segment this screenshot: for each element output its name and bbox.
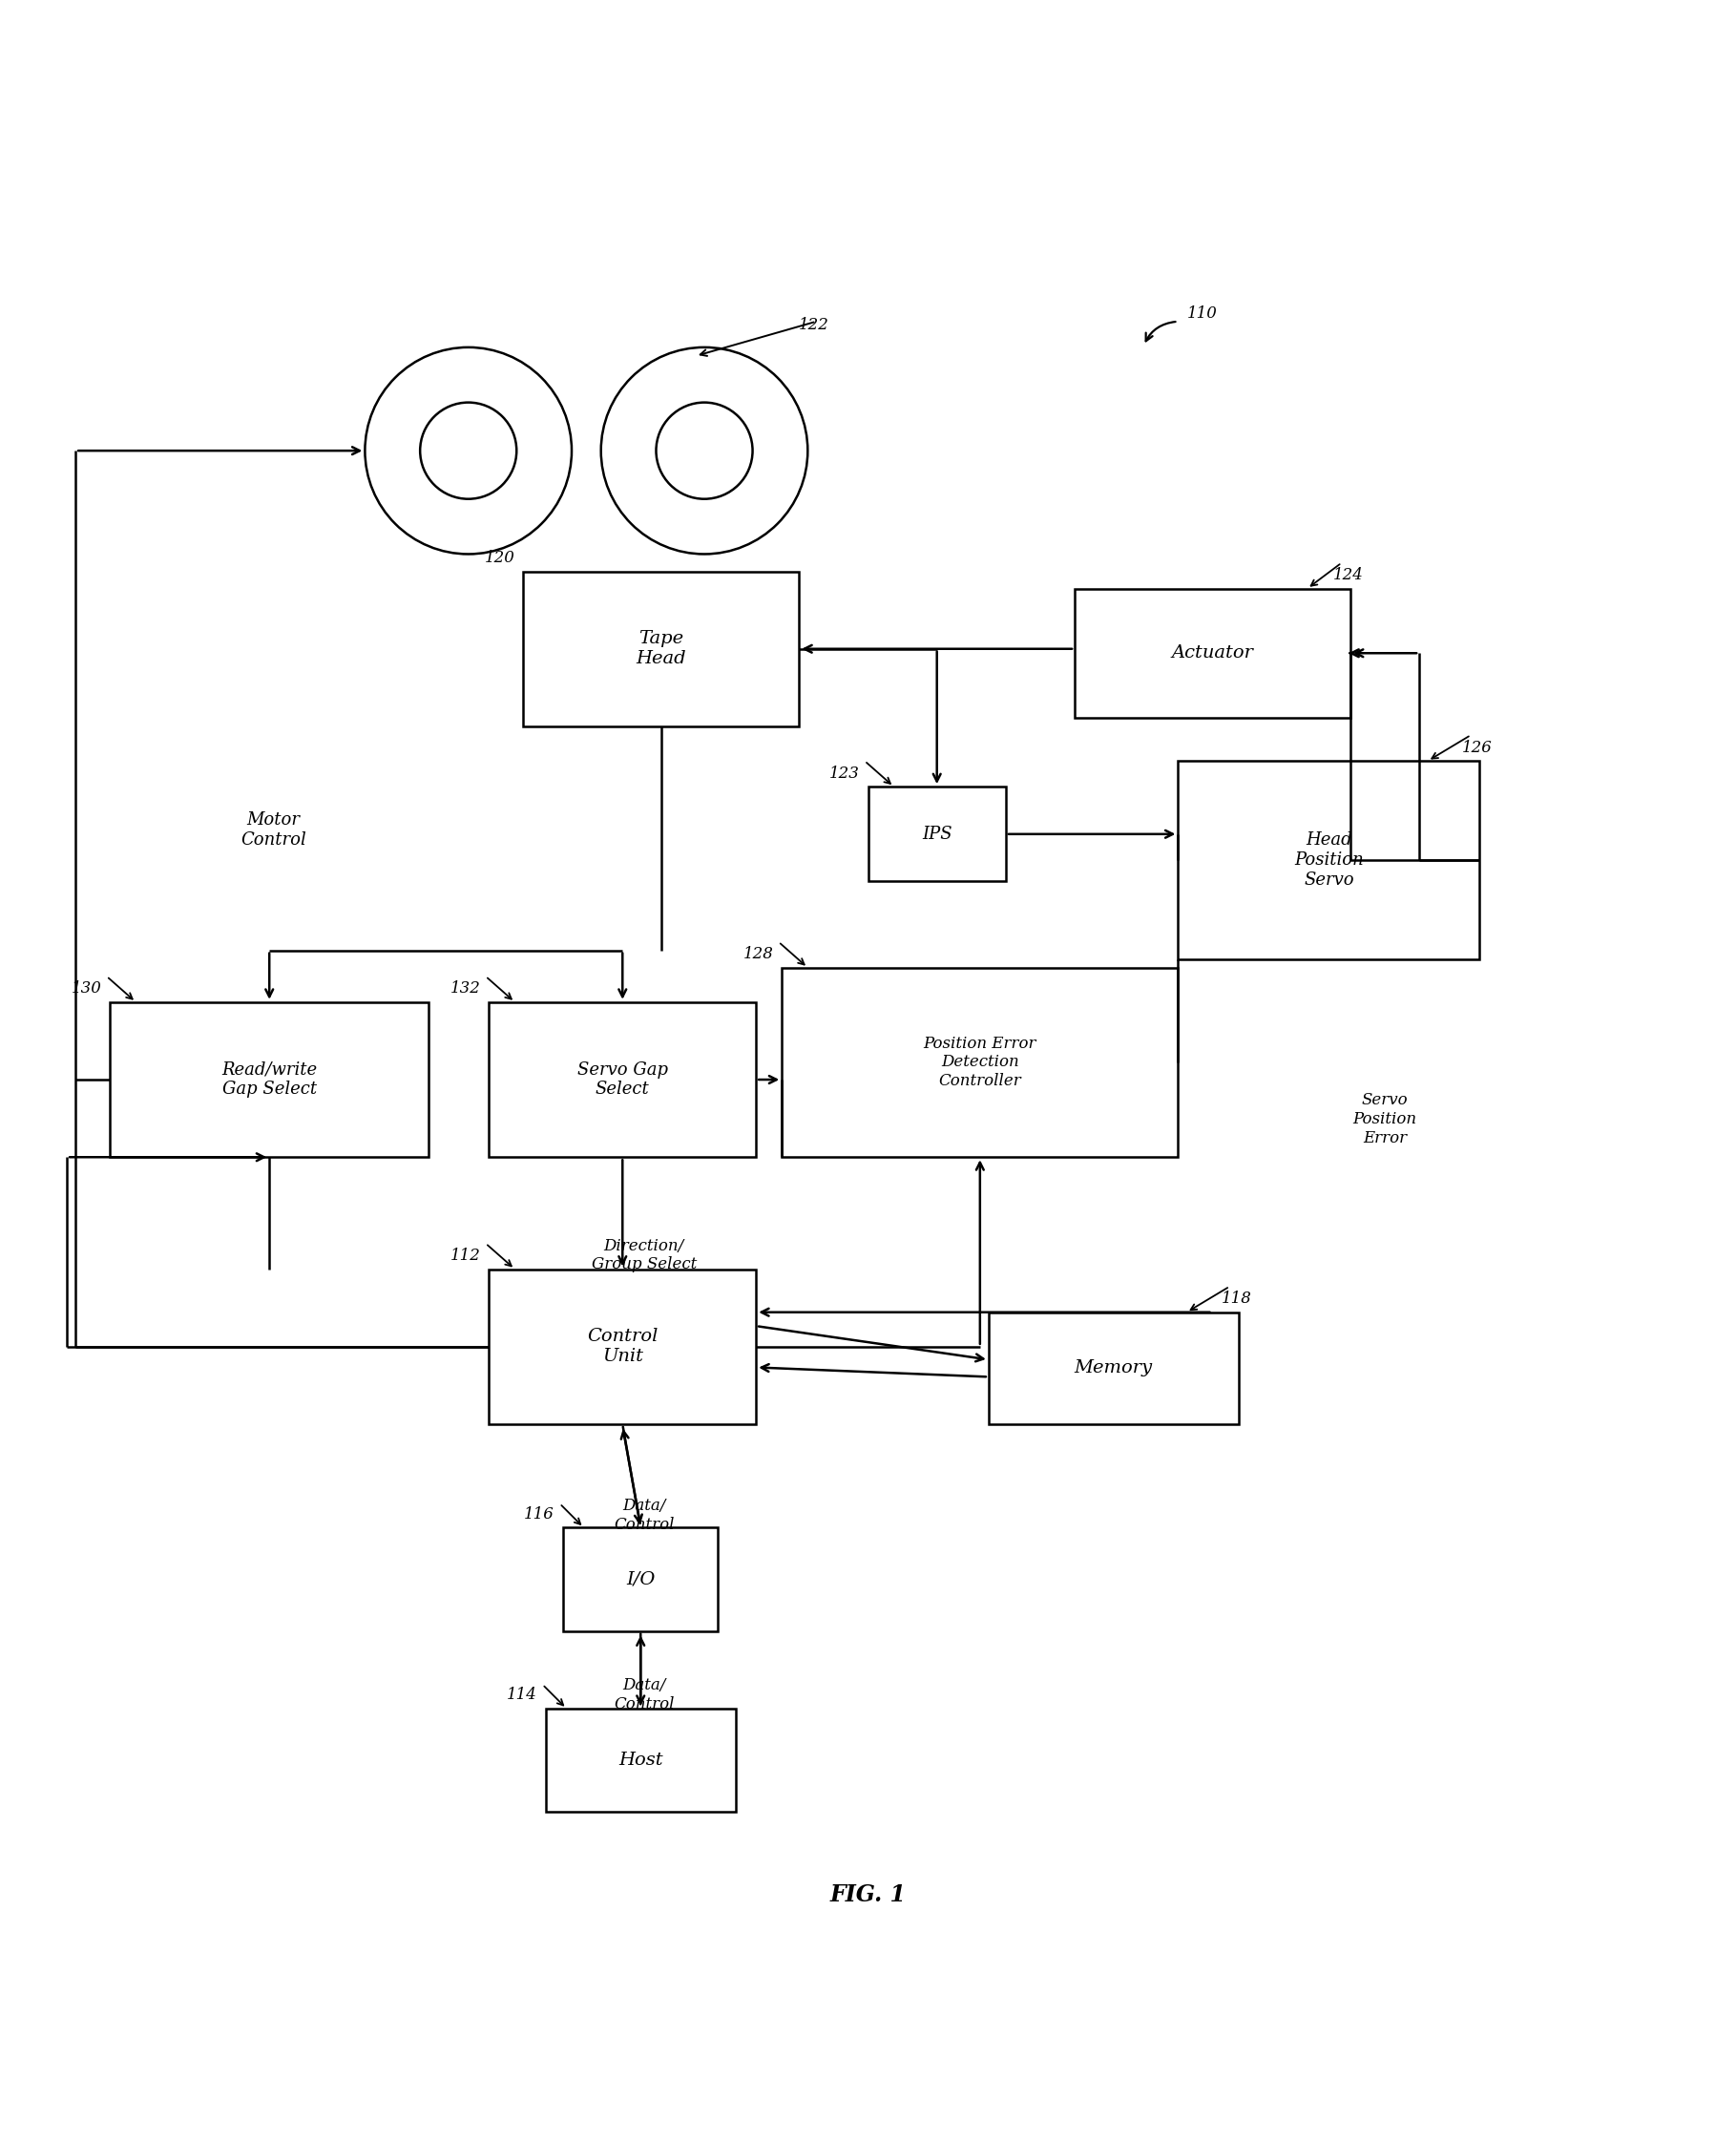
Text: 110: 110 — [1187, 306, 1217, 321]
FancyBboxPatch shape — [781, 968, 1179, 1157]
Text: Host: Host — [618, 1752, 663, 1769]
Text: 128: 128 — [743, 947, 773, 962]
FancyBboxPatch shape — [1075, 589, 1351, 718]
Text: Control
Unit: Control Unit — [587, 1328, 658, 1364]
Text: Position Error
Detection
Controller: Position Error Detection Controller — [924, 1035, 1036, 1090]
FancyBboxPatch shape — [988, 1313, 1238, 1424]
Text: Servo Gap
Select: Servo Gap Select — [576, 1060, 668, 1099]
Text: 124: 124 — [1333, 568, 1363, 583]
Text: 130: 130 — [71, 981, 101, 996]
Text: FIG. 1: FIG. 1 — [830, 1883, 906, 1906]
FancyBboxPatch shape — [545, 1709, 736, 1812]
Text: 126: 126 — [1462, 739, 1493, 756]
Text: IPS: IPS — [922, 825, 951, 842]
Text: 116: 116 — [524, 1506, 554, 1523]
FancyBboxPatch shape — [109, 1002, 429, 1157]
Text: Servo
Position
Error: Servo Position Error — [1352, 1092, 1417, 1146]
Text: 118: 118 — [1220, 1292, 1252, 1307]
FancyBboxPatch shape — [490, 1002, 755, 1157]
Text: I/O: I/O — [627, 1570, 654, 1587]
Text: 122: 122 — [799, 317, 830, 334]
FancyBboxPatch shape — [562, 1527, 719, 1630]
Text: 123: 123 — [830, 765, 859, 782]
Text: 120: 120 — [484, 550, 516, 565]
Text: 114: 114 — [507, 1688, 536, 1703]
Text: Tape
Head: Tape Head — [635, 630, 686, 668]
Text: Data/
Control: Data/ Control — [615, 1497, 674, 1534]
Text: Direction/
Group Select: Direction/ Group Select — [592, 1238, 696, 1272]
FancyBboxPatch shape — [524, 572, 799, 726]
Text: Actuator: Actuator — [1172, 645, 1253, 662]
FancyBboxPatch shape — [868, 786, 1005, 883]
Text: 112: 112 — [450, 1249, 481, 1264]
FancyBboxPatch shape — [490, 1270, 755, 1424]
Text: Read/write
Gap Select: Read/write Gap Select — [222, 1060, 318, 1099]
Text: 132: 132 — [450, 981, 481, 996]
Text: Head
Position
Servo: Head Position Servo — [1293, 831, 1363, 889]
Text: Memory: Memory — [1075, 1360, 1153, 1377]
FancyBboxPatch shape — [1179, 760, 1479, 960]
Text: Motor
Control: Motor Control — [241, 812, 307, 848]
Text: Data/
Control: Data/ Control — [615, 1677, 674, 1711]
